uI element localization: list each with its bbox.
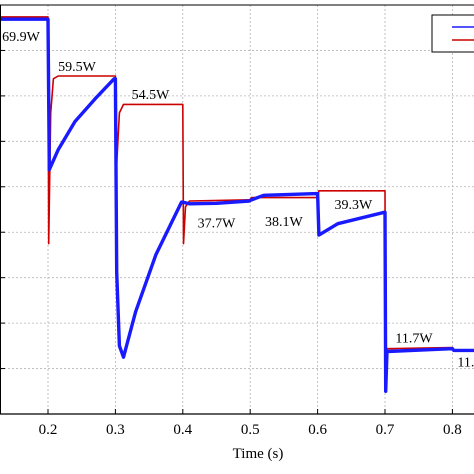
x-tick-label: 0.8 (443, 422, 462, 438)
plot-frame (0, 4, 474, 415)
power-annotation: 39.3W (334, 198, 373, 213)
power-annotation: 54.5W (132, 88, 171, 103)
power-annotation: 11.7W (395, 331, 433, 346)
annotations: 69.9W 59.5W 54.5W 37.7W 38.1W 39.3W 11.7W 11.3W (2, 30, 474, 370)
x-tick-label: 0.2 (39, 422, 58, 438)
power-annotation: 69.9W (2, 30, 41, 45)
power-annotation: 37.7W (198, 217, 237, 232)
legend (431, 14, 474, 53)
x-axis-ticks: 0.2 0.3 0.4 0.5 0.6 0.7 0.8 (0, 49, 462, 438)
power-annotation: 59.5W (58, 60, 97, 75)
series-line-2 (0, 17, 474, 393)
x-tick-label: 0.5 (241, 422, 260, 438)
x-axis-title: Time (s) (233, 446, 284, 462)
power-annotation: 38.1W (265, 215, 304, 230)
x-tick-label: 0.6 (308, 422, 327, 438)
x-tick-label: 0.3 (106, 422, 125, 438)
series-lines (0, 16, 474, 393)
power-annotation: 11.3W (457, 356, 474, 371)
legend-box (431, 14, 474, 53)
x-tick-label: 0.4 (173, 422, 192, 438)
x-tick-label: 0.7 (376, 422, 395, 438)
